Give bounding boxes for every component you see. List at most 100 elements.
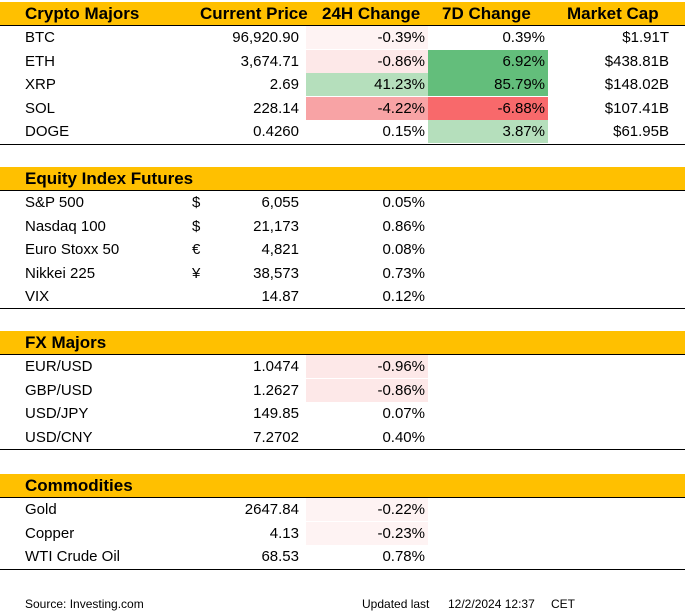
current-price: 14.87 xyxy=(261,288,299,305)
commodities-bottom-border xyxy=(0,569,685,570)
equity-bottom-border xyxy=(0,308,685,309)
fx-header-title: FX Majors xyxy=(25,333,107,352)
change-24h: 0.05% xyxy=(306,191,428,214)
table-row: GBP/USD 1.2627 -0.86% xyxy=(0,378,685,402)
change-24h: -0.96% xyxy=(306,355,428,378)
updated-timestamp: 12/2/2024 12:37 xyxy=(448,597,535,611)
currency-symbol: ¥ xyxy=(192,264,201,282)
change-24h: -4.22% xyxy=(306,96,428,120)
change-7d: -6.88% xyxy=(428,96,548,120)
current-price: 3,674.71 xyxy=(240,52,299,70)
row-name: Gold xyxy=(25,501,57,518)
table-row: DOGE 0.4260 0.15% 3.87% $61.95B xyxy=(0,120,685,143)
change-24h: 0.15% xyxy=(306,120,428,143)
row-name: DOGE xyxy=(25,123,70,140)
change-24h: 0.73% xyxy=(306,261,428,285)
crypto-header: Crypto Majors Current Price 24H Change 7… xyxy=(0,2,685,26)
table-row: Copper 4.13 -0.23% xyxy=(0,521,685,545)
commodities-header-title: Commodities xyxy=(25,476,133,495)
current-price: 149.85 xyxy=(253,405,299,422)
change-24h: 0.86% xyxy=(306,214,428,238)
row-name: USD/CNY xyxy=(25,428,93,446)
currency-symbol: $ xyxy=(192,194,201,211)
change-24h: 41.23% xyxy=(306,73,428,96)
change-24h: -0.22% xyxy=(306,498,428,521)
table-row: Nikkei 225 ¥38,573 0.73% xyxy=(0,261,685,285)
row-name: Nasdaq 100 xyxy=(25,217,106,235)
currency-symbol: $ xyxy=(192,217,201,235)
current-price: 0.4260 xyxy=(253,123,299,140)
col-7d-change: 7D Change xyxy=(442,4,531,23)
row-name: EUR/USD xyxy=(25,358,93,375)
row-name: Nikkei 225 xyxy=(25,264,96,282)
commodities-header: Commodities xyxy=(0,474,685,498)
change-24h: -0.39% xyxy=(306,26,428,49)
current-price: 4.13 xyxy=(269,524,299,542)
change-7d: 0.39% xyxy=(428,26,548,49)
equity-header: Equity Index Futures xyxy=(0,167,685,191)
current-price: 228.14 xyxy=(253,99,299,117)
updated-label: Updated last xyxy=(362,597,430,611)
table-row: USD/CNY 7.2702 0.40% xyxy=(0,425,685,449)
row-name: WTI Crude Oil xyxy=(25,548,121,565)
current-price: 38,573 xyxy=(253,264,299,282)
equity-header-title: Equity Index Futures xyxy=(25,169,194,188)
market-cap: $107.41B xyxy=(604,99,669,117)
col-market-cap: Market Cap xyxy=(567,4,659,23)
table-row: BTC 96,920.90 -0.39% 0.39% $1.91T xyxy=(0,26,685,49)
row-name: ETH xyxy=(25,52,55,70)
market-cap: $1.91T xyxy=(622,29,669,46)
crypto-bottom-border xyxy=(0,144,685,145)
row-name: XRP xyxy=(25,76,56,93)
crypto-header-title: Crypto Majors xyxy=(25,4,140,23)
table-row: Nasdaq 100 $21,173 0.86% xyxy=(0,214,685,238)
change-7d: 3.87% xyxy=(428,120,548,143)
table-row: EUR/USD 1.0474 -0.96% xyxy=(0,355,685,378)
table-row: ETH 3,674.71 -0.86% 6.92% $438.81B xyxy=(0,49,685,73)
current-price: 1.0474 xyxy=(253,358,299,375)
row-name: Copper xyxy=(25,524,75,542)
col-24h-change: 24H Change xyxy=(322,4,421,23)
table-row: USD/JPY 149.85 0.07% xyxy=(0,402,685,425)
change-7d: 6.92% xyxy=(428,49,548,73)
table-row: WTI Crude Oil 68.53 0.78% xyxy=(0,545,685,568)
change-24h: -0.86% xyxy=(306,378,428,402)
current-price: 68.53 xyxy=(261,548,299,565)
change-24h: 0.40% xyxy=(306,425,428,449)
row-name: SOL xyxy=(25,99,56,117)
table-row: Gold 2647.84 -0.22% xyxy=(0,498,685,521)
fx-bottom-border xyxy=(0,449,685,450)
row-name: S&P 500 xyxy=(25,194,84,211)
market-cap: $148.02B xyxy=(604,76,669,93)
fx-header: FX Majors xyxy=(0,331,685,355)
table-row: XRP 2.69 41.23% 85.79% $148.02B xyxy=(0,73,685,96)
row-name: Euro Stoxx 50 xyxy=(25,241,120,258)
change-24h: -0.86% xyxy=(306,49,428,73)
row-name: USD/JPY xyxy=(25,405,89,422)
current-price: 7.2702 xyxy=(253,428,299,446)
current-price: 2.69 xyxy=(269,76,299,93)
row-name: BTC xyxy=(25,29,55,46)
table-row: SOL 228.14 -4.22% -6.88% $107.41B xyxy=(0,96,685,120)
row-name: VIX xyxy=(25,288,50,305)
current-price: 6,055 xyxy=(261,194,299,211)
change-24h: 0.07% xyxy=(306,402,428,425)
col-current-price: Current Price xyxy=(200,4,308,23)
change-24h: 0.78% xyxy=(306,545,428,568)
updated-timezone: CET xyxy=(551,597,575,611)
change-24h: 0.12% xyxy=(306,285,428,308)
current-price: 96,920.90 xyxy=(232,29,299,46)
change-7d: 85.79% xyxy=(428,73,548,96)
current-price: 4,821 xyxy=(261,241,299,258)
table-row: VIX 14.87 0.12% xyxy=(0,285,685,308)
current-price: 21,173 xyxy=(253,217,299,235)
table-row: Euro Stoxx 50 €4,821 0.08% xyxy=(0,238,685,261)
source-note: Source: Investing.com xyxy=(25,597,144,611)
currency-symbol: € xyxy=(192,241,201,258)
market-cap: $61.95B xyxy=(613,123,669,140)
change-24h: 0.08% xyxy=(306,238,428,261)
table-row: S&P 500 $6,055 0.05% xyxy=(0,191,685,214)
row-name: GBP/USD xyxy=(25,381,93,399)
market-cap: $438.81B xyxy=(604,52,669,70)
